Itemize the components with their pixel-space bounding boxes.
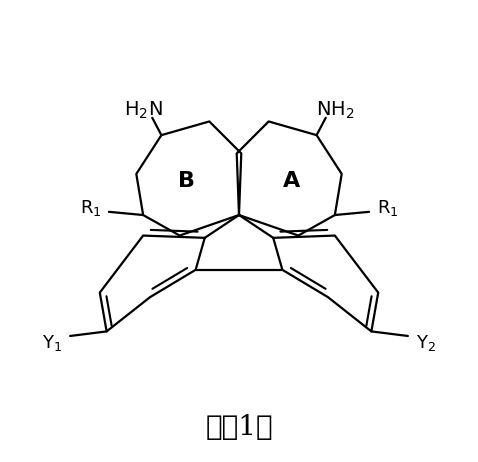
Text: $\mathsf{R_1}$: $\mathsf{R_1}$ bbox=[80, 198, 101, 218]
Text: 式（1）: 式（1） bbox=[205, 414, 273, 441]
Text: $\mathsf{H_2N}$: $\mathsf{H_2N}$ bbox=[124, 99, 163, 121]
Text: $\mathsf{NH_2}$: $\mathsf{NH_2}$ bbox=[315, 99, 354, 121]
Text: B: B bbox=[178, 171, 195, 191]
Text: $\mathsf{Y_1}$: $\mathsf{Y_1}$ bbox=[42, 333, 62, 353]
Text: $\mathsf{Y_2}$: $\mathsf{Y_2}$ bbox=[416, 333, 436, 353]
Text: $\mathsf{R_1}$: $\mathsf{R_1}$ bbox=[377, 198, 398, 218]
Text: A: A bbox=[283, 171, 300, 191]
